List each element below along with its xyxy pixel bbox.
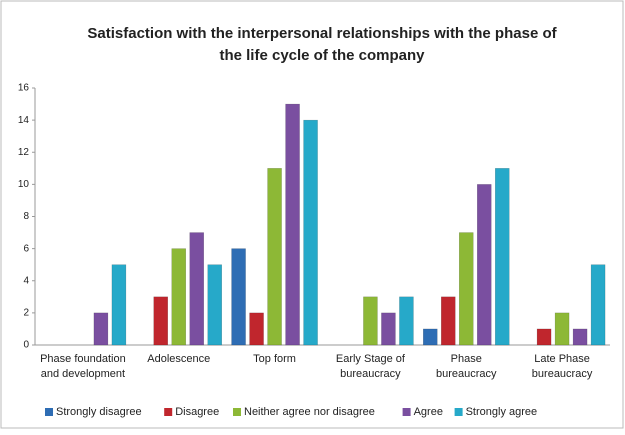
bar	[93, 312, 109, 346]
legend-swatch	[402, 408, 411, 416]
legend-label: Strongly disagree	[56, 406, 142, 418]
bar	[171, 248, 186, 346]
y-tick-label: 0	[23, 340, 29, 351]
x-tick-label: Top form	[253, 353, 296, 365]
y-tick-label: 16	[18, 83, 30, 94]
y-tick-label: 10	[18, 179, 30, 190]
x-tick-label: Early Stage of bureaucracy	[336, 353, 406, 380]
x-tick-label: Phase foundation and development	[40, 353, 126, 380]
bar	[207, 264, 222, 346]
bar	[381, 312, 396, 346]
y-tick-label: 2	[23, 308, 29, 319]
bar	[572, 328, 588, 346]
x-tick-label: Adolescence	[147, 353, 210, 365]
bar	[267, 168, 282, 346]
legend-swatch	[233, 408, 241, 416]
bar	[303, 119, 318, 346]
legend-label: Agree	[414, 406, 443, 418]
bar	[111, 264, 127, 346]
bar	[477, 184, 492, 346]
bar	[423, 328, 438, 346]
bar	[363, 296, 378, 346]
bar	[153, 296, 168, 346]
bar	[536, 328, 552, 346]
legend-swatch	[164, 408, 173, 416]
bar	[495, 168, 510, 346]
bar	[441, 296, 456, 346]
bar	[231, 248, 246, 346]
y-tick-label: 8	[23, 211, 29, 222]
y-tick-label: 4	[23, 275, 29, 286]
legend-label: Disagree	[175, 406, 219, 418]
bar	[249, 312, 264, 346]
bar	[399, 296, 414, 346]
bar	[554, 312, 570, 346]
legend-label: Strongly agree	[466, 406, 538, 418]
y-tick-label: 12	[18, 147, 30, 158]
bar	[285, 103, 300, 346]
x-tick-label: Phase bureaucracy	[436, 353, 497, 380]
legend-swatch	[454, 408, 463, 416]
y-tick-label: 6	[23, 243, 29, 254]
chart-title: Satisfaction with the interpersonal rela…	[87, 25, 557, 64]
bar	[189, 232, 204, 346]
bar	[590, 264, 606, 346]
bar	[459, 232, 474, 346]
x-tick-label: Late Phase bureaucracy	[532, 353, 593, 380]
legend-label: Neither agree nor disagree	[244, 406, 375, 418]
y-tick-label: 14	[18, 115, 30, 126]
legend-swatch	[45, 408, 53, 416]
